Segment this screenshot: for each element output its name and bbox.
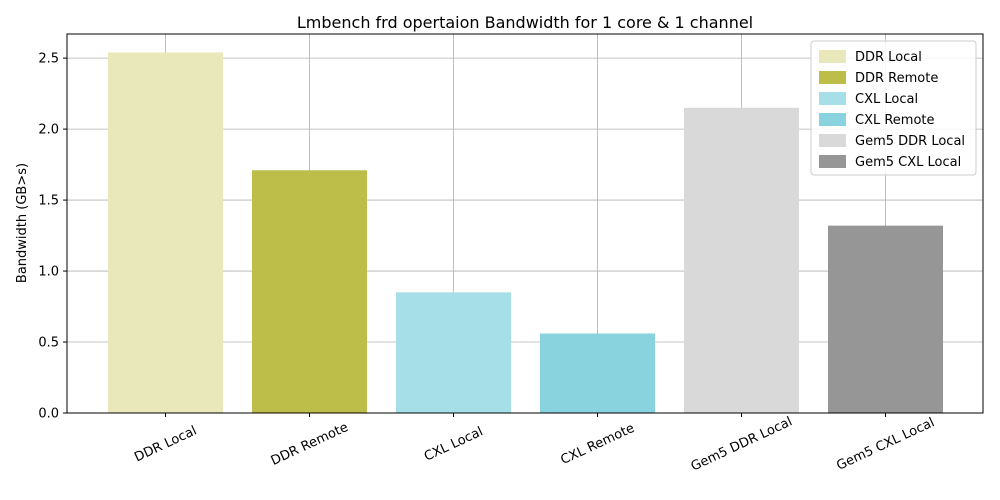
- legend-swatch: [819, 50, 846, 63]
- plot-frame: [66, 33, 984, 414]
- y-axis-ticks: 0.0 0.5 1.0 1.5 2.0 2.5: [38, 52, 67, 422]
- legend-label: DDR Local: [855, 50, 922, 65]
- bar: [828, 225, 943, 413]
- legend-swatch: [819, 155, 846, 168]
- legend-swatch: [819, 92, 846, 105]
- x-tick-label: CXL Local: [422, 424, 485, 464]
- x-tick-label: CXL Remote: [559, 421, 637, 468]
- legend-label: CXL Local: [855, 92, 918, 107]
- chart-title: Lmbench frd opertaion Bandwidth for 1 co…: [297, 13, 753, 32]
- y-tick-label: 0.5: [38, 336, 59, 351]
- legend-label: Gem5 CXL Local: [855, 155, 961, 170]
- y-axis-label: Bandwidth (GB>s): [15, 163, 30, 283]
- legend-swatch: [819, 113, 846, 126]
- bar: [396, 292, 511, 413]
- bar: [252, 170, 367, 413]
- legend-label: CXL Remote: [855, 113, 935, 128]
- legend-label: Gem5 DDR Local: [855, 134, 965, 149]
- x-tick-label: DDR Remote: [269, 420, 351, 469]
- bar: [684, 107, 799, 413]
- bar: [108, 52, 223, 413]
- legend: DDR Local DDR Remote CXL Local CXL Remote Ge…: [810, 40, 977, 176]
- bars: [108, 52, 943, 413]
- y-tick-label: 0.0: [38, 407, 59, 422]
- y-tick-label: 2.5: [38, 52, 59, 67]
- legend-box: [810, 40, 977, 176]
- legend-swatch: [819, 71, 846, 84]
- x-axis-ticks: DDR Local DDR Remote CXL Local CXL Remote Ge…: [132, 413, 937, 475]
- y-tick-label: 1.5: [38, 194, 59, 209]
- legend-swatch: [819, 134, 846, 147]
- x-tick-label: DDR Local: [132, 424, 199, 466]
- y-tick-label: 1.0: [38, 265, 59, 280]
- x-tick-label: Gem5 CXL Local: [834, 415, 937, 473]
- bar: [540, 333, 655, 413]
- y-tick-label: 2.0: [38, 123, 59, 138]
- legend-label: DDR Remote: [855, 71, 938, 86]
- x-tick-label: Gem5 DDR Local: [689, 414, 795, 474]
